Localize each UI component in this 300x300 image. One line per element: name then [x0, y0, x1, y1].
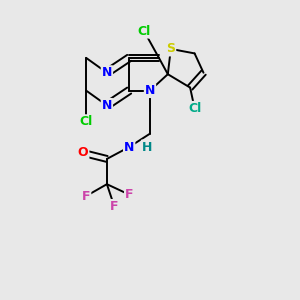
Text: Cl: Cl: [137, 25, 151, 38]
Text: N: N: [124, 140, 134, 154]
Text: F: F: [110, 200, 118, 213]
Text: F: F: [82, 190, 90, 202]
Text: O: O: [78, 146, 88, 160]
Text: N: N: [102, 66, 112, 79]
Text: Cl: Cl: [80, 115, 93, 128]
Text: F: F: [125, 188, 134, 201]
Text: Cl: Cl: [188, 102, 201, 115]
Text: N: N: [145, 84, 155, 97]
Text: N: N: [102, 99, 112, 112]
Text: H: H: [142, 140, 152, 154]
Text: S: S: [166, 42, 175, 56]
